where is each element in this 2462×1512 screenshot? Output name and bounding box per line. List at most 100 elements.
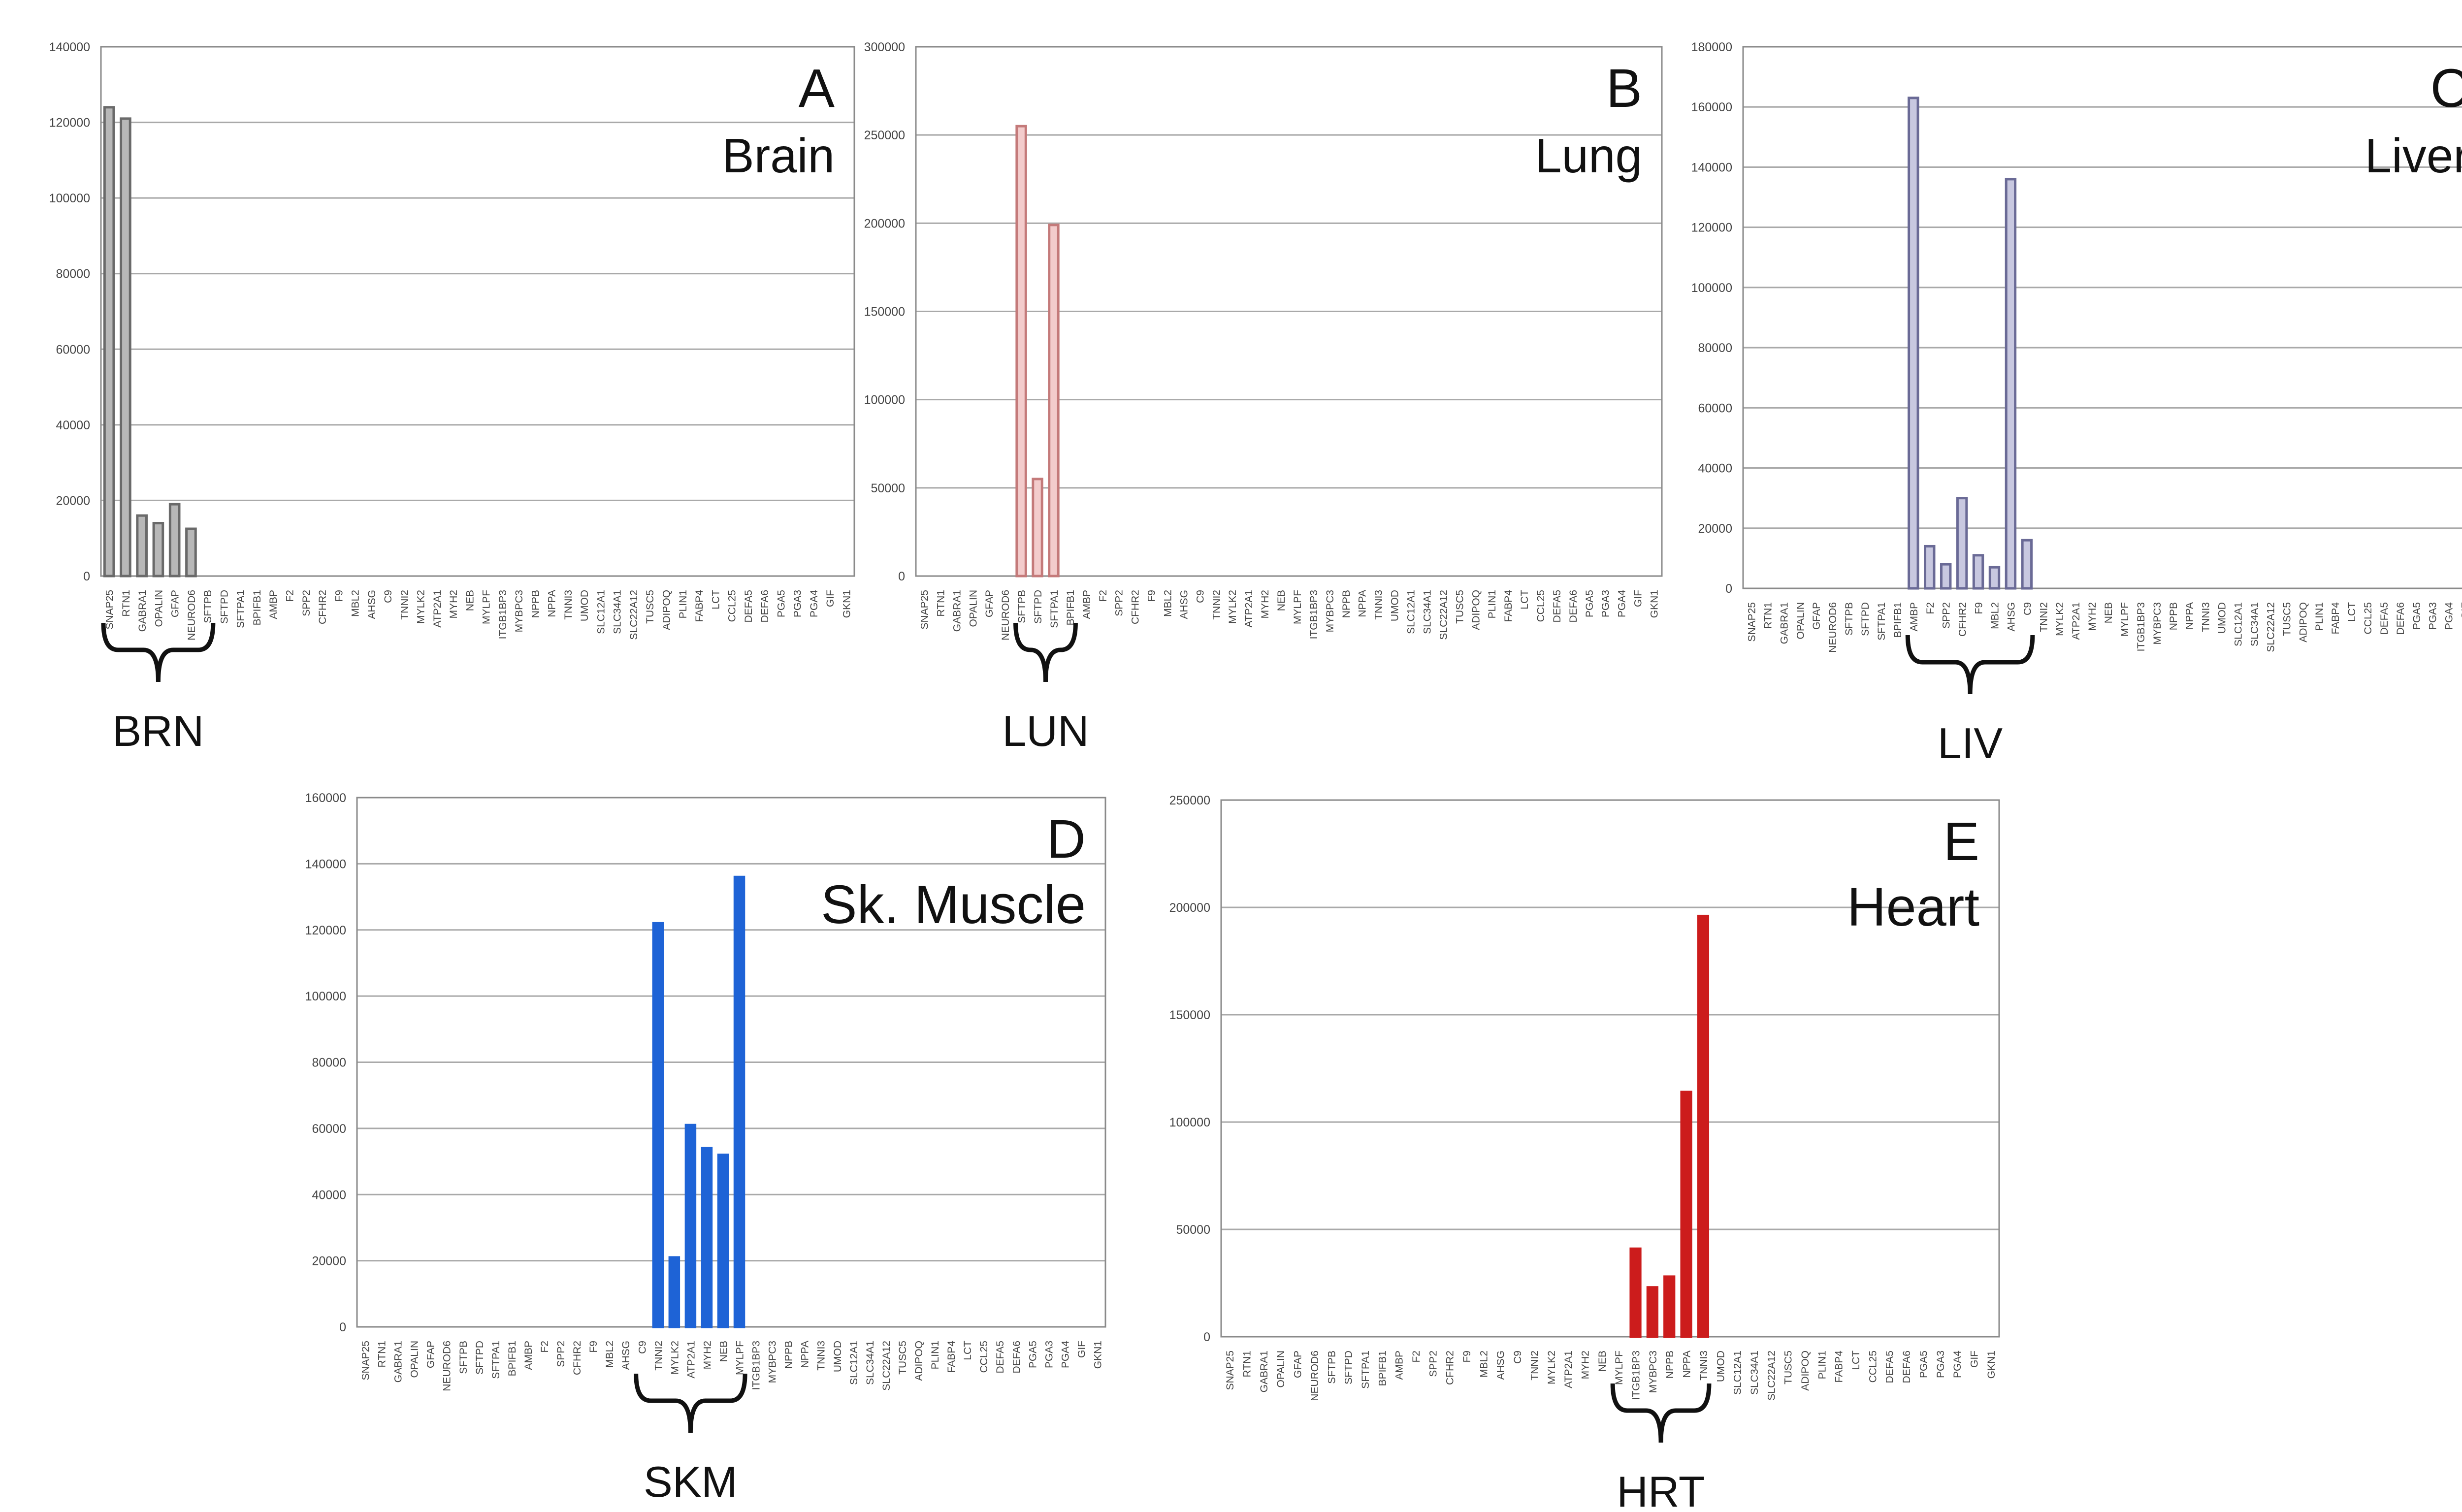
y-tick-label: 250000 — [1169, 794, 1210, 807]
x-tick-label: TNNI2 — [1529, 1351, 1540, 1381]
x-tick-label: AMBP — [1394, 1351, 1405, 1380]
x-tick-label: SLC12A1 — [1406, 590, 1417, 634]
x-tick-label: OPALIN — [153, 590, 164, 627]
x-tick-label: MYBPC3 — [514, 590, 525, 632]
bar-neurod6 — [185, 527, 197, 578]
group-bracket — [101, 622, 216, 682]
group-label: LUN — [1002, 707, 1089, 755]
x-tick-label: DEFA5 — [2379, 602, 2390, 635]
x-tick-label: NPPA — [1357, 590, 1368, 617]
x-tick-label: GFAP — [425, 1341, 437, 1368]
y-tick-label: 20000 — [56, 494, 90, 508]
x-tick-label: SLC34A1 — [865, 1341, 876, 1385]
x-tick-label: PGA5 — [776, 590, 787, 617]
x-tick-label: LCT — [962, 1341, 973, 1360]
x-tick-label: CFHR2 — [572, 1341, 583, 1375]
x-tick-label: F9 — [1974, 602, 1985, 614]
x-tick-label: MBL2 — [350, 590, 361, 617]
x-tick-label: GKN1 — [1986, 1351, 1997, 1379]
x-tick-label: NPPB — [2168, 602, 2179, 630]
x-tick-label: CCL25 — [978, 1341, 990, 1373]
bar-cfhr2 — [1956, 497, 1968, 590]
panel-title: Heart — [1847, 877, 1979, 937]
y-tick-label: 80000 — [1698, 341, 1732, 355]
x-tick-label: OPALIN — [1795, 602, 1806, 639]
x-tick-label: TNNI2 — [399, 590, 410, 620]
x-tick-label: BPIFB1 — [1065, 590, 1076, 625]
x-tick-label: MYLK2 — [1227, 590, 1238, 624]
x-tick-label: OPALIN — [968, 590, 979, 627]
x-tick-label: SLC12A1 — [595, 590, 607, 634]
bar-f9 — [1972, 554, 1984, 590]
x-tick-label: SFTPA1 — [235, 590, 247, 628]
y-tick-label: 60000 — [56, 343, 90, 356]
x-tick-label: SFTPD — [474, 1341, 486, 1375]
x-tick-label: NEUROD6 — [186, 590, 197, 641]
x-tick-label: AMBP — [1081, 590, 1093, 619]
x-tick-label: ATP2A1 — [2071, 602, 2082, 640]
plot-frame — [1220, 799, 2000, 1338]
x-tick-label: MYLK2 — [2054, 602, 2066, 636]
x-tick-label: CCL25 — [2363, 602, 2374, 634]
x-tick-label: OPALIN — [409, 1341, 421, 1378]
x-tick-label: SPP2 — [1941, 602, 1952, 629]
x-tick-label: GABRA1 — [393, 1341, 404, 1383]
panel-c: 0 20000 40000 60000 80000 100000 120000 140000 1… — [1691, 40, 2462, 768]
x-tick-label: NEB — [1276, 590, 1287, 611]
x-tick-label: PLIN1 — [1816, 1351, 1828, 1379]
x-tick-label: BPIFB1 — [252, 590, 263, 625]
bar-c9 — [2021, 539, 2033, 590]
x-tick-label: MBL2 — [1989, 602, 2001, 629]
x-tick-label: F9 — [1461, 1351, 1473, 1363]
x-tick-label: NEUROD6 — [1827, 602, 1839, 653]
x-tick-label: TNNI3 — [563, 590, 574, 620]
bar-neb — [717, 1154, 729, 1328]
bar-mylpf — [733, 875, 745, 1328]
bar-nppb — [1663, 1275, 1676, 1338]
x-tick-label: GABRA1 — [1779, 602, 1790, 644]
x-tick-label: TNNI2 — [2038, 602, 2049, 632]
group-bracket — [634, 1373, 747, 1433]
bar-tnni2 — [652, 922, 664, 1328]
panel-letter: C — [2430, 58, 2462, 119]
x-tick-label: PGA3 — [1600, 590, 1612, 617]
plot-frame — [1742, 46, 2462, 589]
x-tick-label: MBL2 — [604, 1341, 616, 1368]
x-tick-label: PGA4 — [1952, 1351, 1963, 1378]
x-tick-label: RTN1 — [121, 590, 132, 616]
x-tick-label: NEUROD6 — [442, 1341, 453, 1391]
y-tick-label: 160000 — [305, 791, 346, 805]
x-tick-label: SLC22A12 — [2265, 602, 2276, 652]
y-tick-label: 40000 — [312, 1188, 346, 1202]
y-tick-label: 100000 — [49, 192, 90, 205]
x-tick-label: FABP4 — [2330, 602, 2341, 635]
x-tick-label: GFAP — [1811, 602, 1822, 630]
bar-rtn1 — [120, 117, 131, 578]
x-tick-label: GFAP — [984, 590, 995, 617]
panel-letter: A — [799, 58, 835, 119]
y-tick-label: 140000 — [1691, 161, 1732, 174]
x-tick-label: TUSC5 — [2281, 602, 2293, 636]
x-tick-label: RTN1 — [377, 1341, 388, 1367]
x-tick-label: TNNI2 — [653, 1341, 664, 1371]
x-tick-label: NEB — [718, 1341, 729, 1362]
x-tick-label: GIF — [1633, 590, 1644, 607]
y-tick-label: 40000 — [56, 418, 90, 432]
x-tick-label: MYLK2 — [1546, 1351, 1557, 1384]
y-tick-label: 300000 — [864, 40, 905, 54]
x-tick-label: PGA3 — [2428, 602, 2439, 630]
x-tick-label: ITGB1BP3 — [2136, 602, 2147, 651]
x-tick-label: CCL25 — [1535, 590, 1547, 622]
y-tick-label: 120000 — [1691, 221, 1732, 235]
x-tick-label: NPPA — [547, 590, 558, 617]
x-tick-label: FABP4 — [1503, 590, 1514, 622]
bar-tnni3 — [1697, 914, 1710, 1338]
x-tick-label: CCL25 — [727, 590, 738, 622]
x-tick-label: PGA4 — [2444, 602, 2455, 630]
x-tick-label: TUSC5 — [897, 1341, 908, 1375]
x-tick-label: SNAP25 — [919, 590, 930, 630]
y-tick-label: 120000 — [49, 116, 90, 130]
y-tick-label: 0 — [83, 570, 90, 583]
x-tick-label: ATP2A1 — [1563, 1351, 1574, 1388]
group-bracket — [1905, 635, 2035, 695]
